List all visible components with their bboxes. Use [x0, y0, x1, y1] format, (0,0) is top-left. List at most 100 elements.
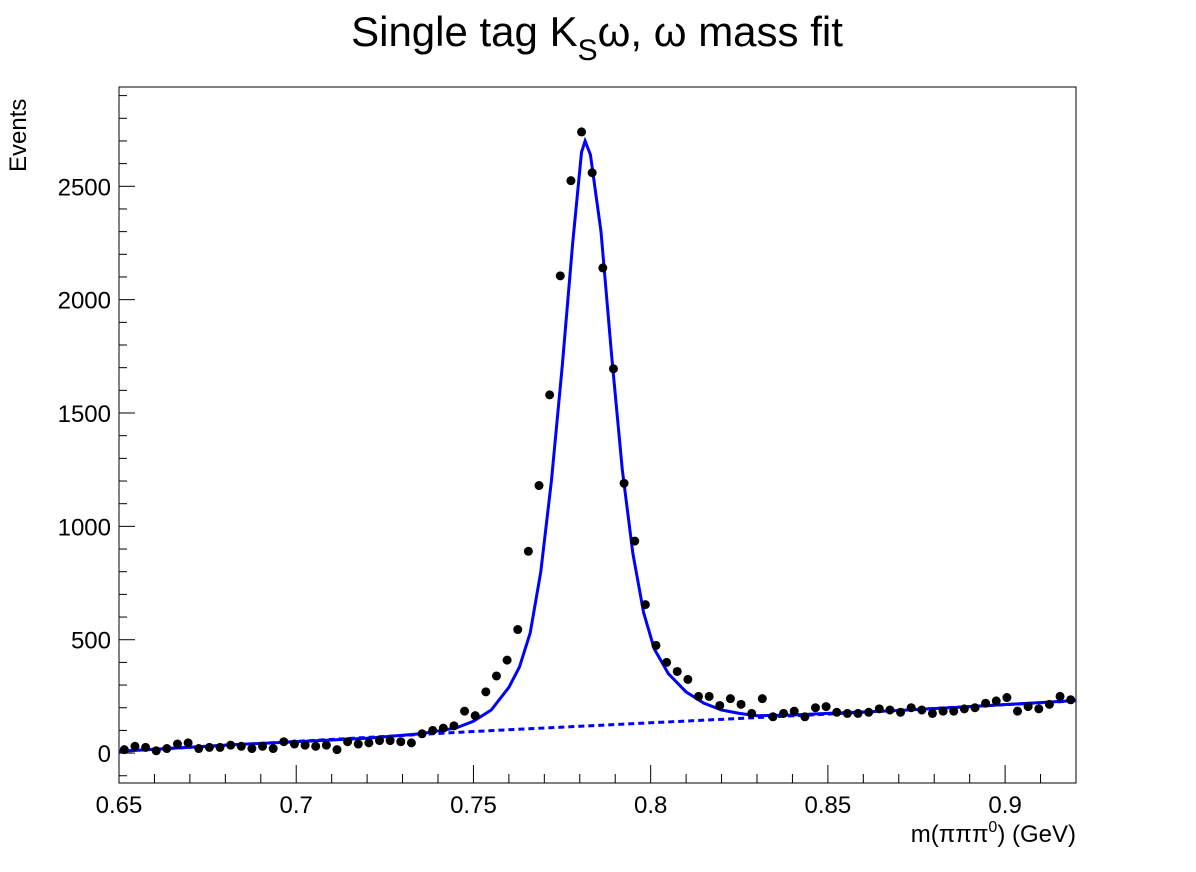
data-point — [545, 390, 555, 400]
data-point — [566, 176, 576, 186]
data-point — [789, 706, 799, 716]
data-point — [460, 706, 470, 716]
x-tick-label: 0.9 — [988, 792, 1021, 819]
data-point — [502, 655, 512, 665]
data-point — [853, 708, 863, 718]
data-point — [332, 745, 342, 755]
data-point — [725, 694, 735, 704]
data-point — [821, 702, 831, 712]
y-axis-title: Events — [5, 99, 32, 172]
data-point — [534, 481, 544, 491]
data-point — [715, 700, 725, 710]
data-point — [630, 536, 640, 546]
data-point — [162, 744, 172, 754]
x-tick-label: 0.85 — [805, 792, 852, 819]
data-point — [736, 699, 746, 709]
data-point — [927, 708, 937, 718]
data-point — [779, 708, 789, 718]
data-point — [215, 742, 225, 752]
data-point — [1055, 691, 1065, 701]
data-point — [768, 712, 778, 722]
data-point — [130, 741, 140, 751]
data-point — [981, 698, 991, 708]
data-point — [619, 478, 629, 488]
data-point — [598, 263, 608, 273]
data-point — [938, 706, 948, 716]
data-point — [959, 704, 969, 714]
data-point — [757, 694, 767, 704]
data-point — [194, 744, 204, 754]
data-point — [364, 738, 374, 748]
data-point — [949, 706, 959, 716]
data-point — [300, 740, 310, 750]
data-point — [608, 364, 618, 374]
data-point — [279, 737, 289, 747]
data-point — [172, 739, 182, 749]
y-tick-label: 1500 — [58, 401, 111, 428]
data-point — [651, 640, 661, 650]
data-point — [513, 625, 523, 635]
data-point — [247, 744, 257, 754]
data-point — [694, 691, 704, 701]
data-point — [311, 741, 321, 751]
x-axis-title: m(πππ0) (GeV) — [911, 819, 1076, 848]
data-point — [864, 707, 874, 717]
data-point — [896, 707, 906, 717]
data-point — [1044, 699, 1054, 709]
data-point — [396, 737, 406, 747]
data-point — [906, 703, 916, 713]
data-point — [343, 737, 353, 747]
data-point — [991, 696, 1001, 706]
data-point — [226, 740, 236, 750]
data-point — [672, 666, 682, 676]
data-point — [204, 742, 214, 752]
total-fit-line — [118, 136, 1077, 753]
data-point — [385, 736, 395, 746]
data-point — [321, 740, 331, 750]
y-tick-label: 2000 — [58, 288, 111, 315]
data-point — [289, 739, 299, 749]
data-point — [810, 703, 820, 713]
plot-frame — [118, 86, 1077, 784]
x-tick-label: 0.65 — [96, 792, 143, 819]
data-point — [662, 657, 672, 667]
y-tick-label: 500 — [71, 628, 111, 655]
data-point — [917, 705, 927, 715]
x-tick-label: 0.8 — [634, 792, 667, 819]
data-point — [1002, 693, 1012, 703]
data-point — [417, 729, 427, 739]
data-point — [704, 691, 714, 701]
data-point — [832, 707, 842, 717]
data-point — [406, 738, 416, 748]
data-point — [183, 738, 193, 748]
data-point — [258, 741, 268, 751]
data-point — [428, 725, 438, 735]
data-point — [491, 671, 501, 681]
data-point — [236, 741, 246, 751]
data-point — [1066, 695, 1076, 705]
data-point — [555, 271, 565, 281]
y-tick-label: 2500 — [58, 174, 111, 201]
data-point — [438, 723, 448, 733]
data-point — [970, 703, 980, 713]
data-point — [1013, 706, 1023, 716]
data-point — [141, 742, 151, 752]
data-point — [375, 736, 385, 746]
data-point — [640, 600, 650, 610]
x-tick-label: 0.7 — [280, 792, 313, 819]
chart-title: Single tag KSω, ω mass fit — [351, 8, 843, 67]
data-point — [587, 168, 597, 178]
data-point — [747, 708, 757, 718]
data-point — [151, 746, 161, 756]
data-point — [353, 739, 363, 749]
data-point — [470, 711, 480, 721]
data-point — [1034, 704, 1044, 714]
y-tick-label: 1000 — [58, 514, 111, 541]
x-tick-label: 0.75 — [450, 792, 497, 819]
data-point — [1023, 702, 1033, 712]
data-point — [874, 704, 884, 714]
data-point — [842, 708, 852, 718]
data-point — [268, 744, 278, 754]
data-point — [119, 745, 129, 755]
